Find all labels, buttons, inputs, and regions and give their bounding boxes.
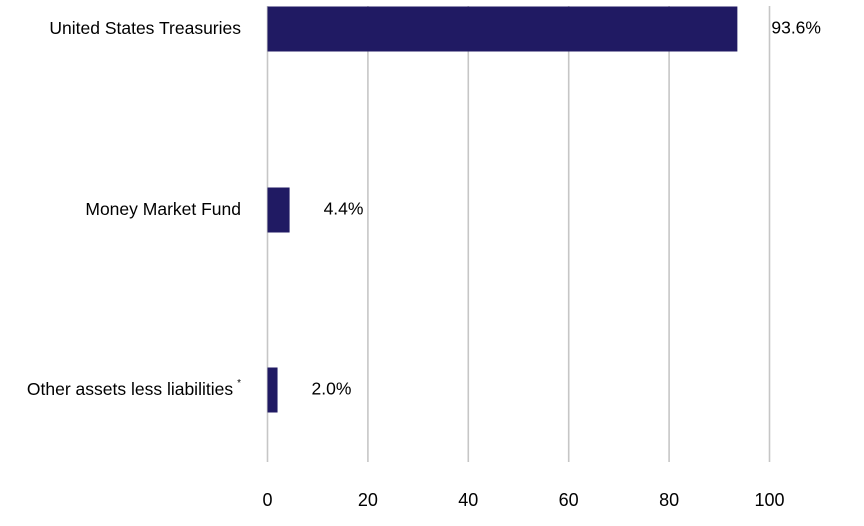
bars xyxy=(267,6,738,413)
category-label-2: Other assets less liabilities * xyxy=(27,378,241,399)
data-label-1: 4.4% xyxy=(324,199,364,219)
x-tick-label-40: 40 xyxy=(458,490,478,510)
x-axis-tick-labels: 0 20 40 60 80 100 xyxy=(262,490,784,510)
x-tick-label-20: 20 xyxy=(358,490,378,510)
category-label-text: United States Treasuries xyxy=(49,18,241,38)
x-tick-label-100: 100 xyxy=(754,490,784,510)
x-tick-label-0: 0 xyxy=(262,490,272,510)
category-label-text: Other assets less liabilities xyxy=(27,379,233,399)
category-label-text: Money Market Fund xyxy=(85,199,241,219)
bar-2 xyxy=(267,367,278,413)
bar-0 xyxy=(267,6,738,52)
bar-1 xyxy=(267,187,290,233)
footnote-mark: * xyxy=(237,378,241,389)
category-labels: United States Treasuries Money Market Fun… xyxy=(27,18,241,399)
category-label-1: Money Market Fund xyxy=(85,199,241,219)
x-tick-label-60: 60 xyxy=(559,490,579,510)
data-labels: 93.6% 4.4% 2.0% xyxy=(312,18,821,399)
category-label-0: United States Treasuries xyxy=(49,18,241,38)
data-label-2: 2.0% xyxy=(312,379,352,399)
x-tick-label-80: 80 xyxy=(659,490,679,510)
data-label-0: 93.6% xyxy=(771,18,821,38)
